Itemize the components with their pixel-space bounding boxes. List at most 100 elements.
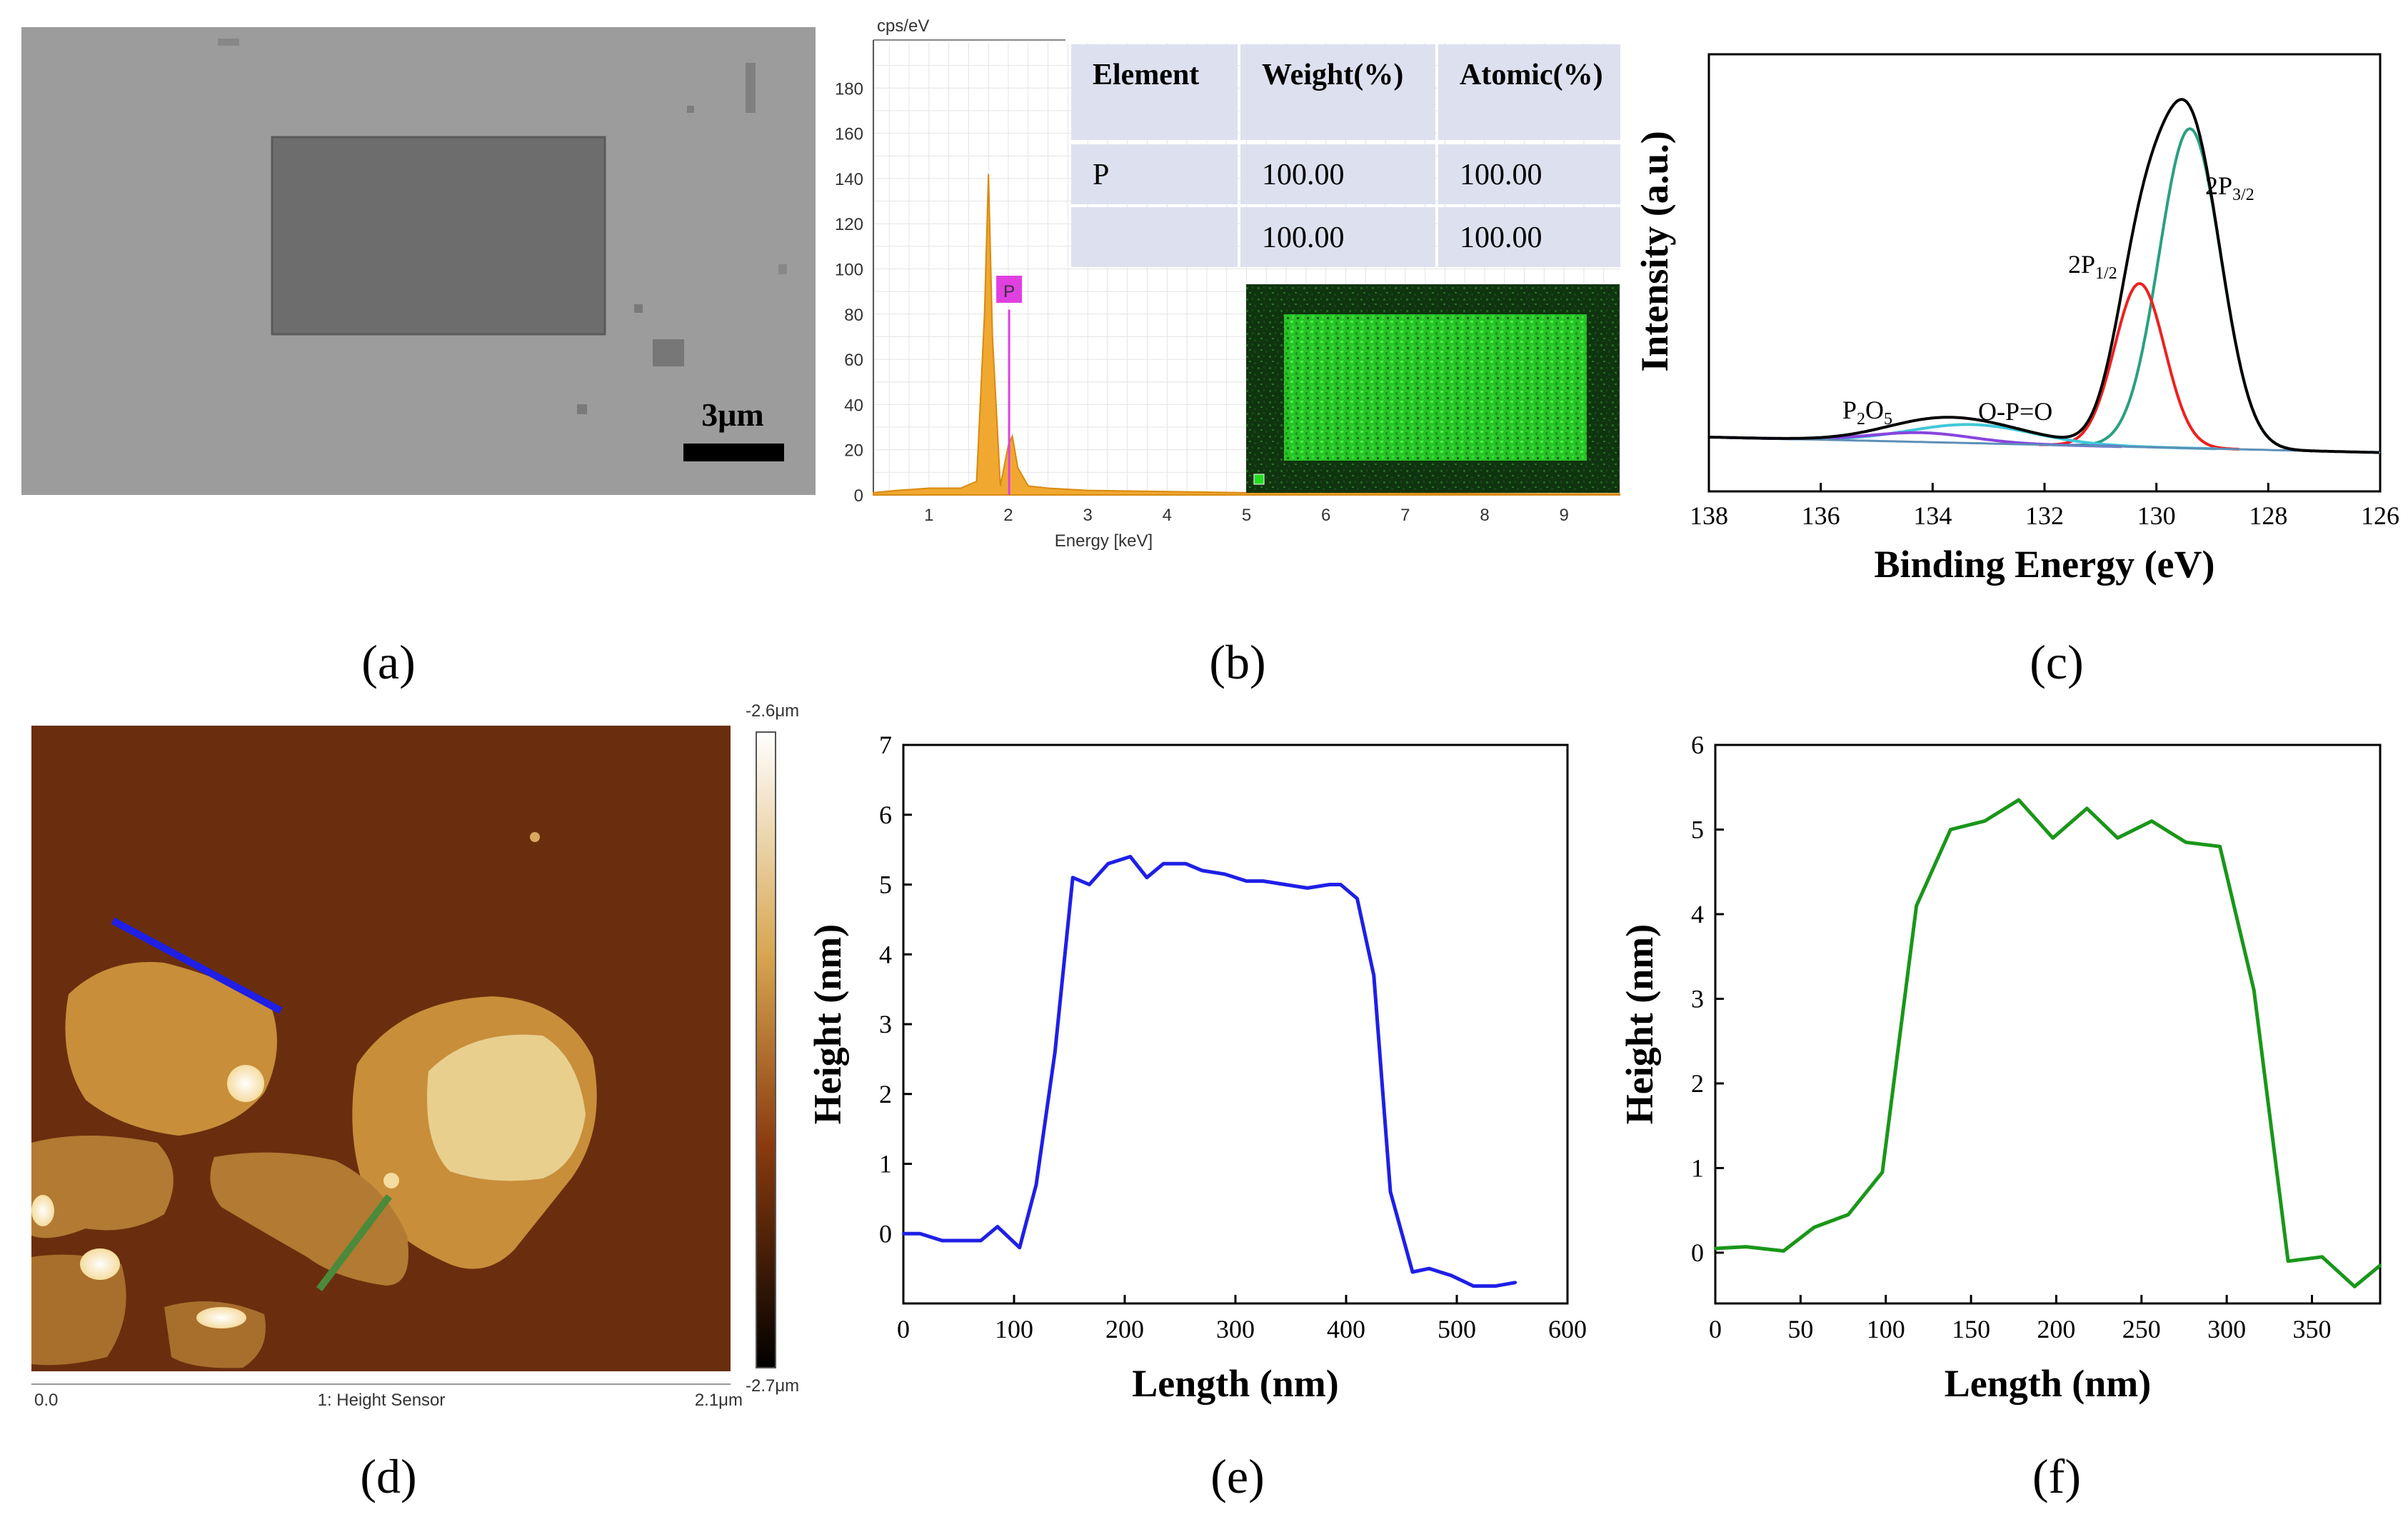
sem-debris xyxy=(218,39,239,46)
plot-frame xyxy=(1714,744,2382,1305)
data-point xyxy=(2051,836,2055,840)
data-point xyxy=(1145,876,1148,879)
panel-e-height-profile: 0 100 200 300 400 500 600 0 1 2 3 4 5 6 7 Length (nm) He… xyxy=(806,731,1587,1405)
data-point xyxy=(1305,886,1309,890)
y-tick-label: 3 xyxy=(879,1010,892,1038)
y-tick-label: 1 xyxy=(879,1150,892,1178)
data-point xyxy=(2150,819,2154,823)
colorbar-min-label: -2.7μm xyxy=(746,1376,799,1396)
series-line xyxy=(903,854,1516,1288)
afm-axis-start: 0.0 xyxy=(34,1391,58,1410)
table-cell xyxy=(1438,44,1620,140)
colorbar-max-label: -2.6μm xyxy=(746,701,799,721)
data-point xyxy=(1450,1273,1453,1277)
x-tick-label: 100 xyxy=(1867,1315,1905,1343)
x-tick-label: 2 xyxy=(1003,506,1013,525)
series-line xyxy=(1715,798,2382,1288)
data-point xyxy=(1812,1226,1816,1229)
data-point xyxy=(2184,841,2187,844)
x-tick-label: 600 xyxy=(1548,1315,1587,1343)
data-point xyxy=(2017,798,2020,802)
data-point xyxy=(1472,1284,1475,1288)
afm-flake-thick xyxy=(427,1034,586,1181)
sem-phosphorene-flake xyxy=(271,136,606,336)
afm-axis-end: 2.1μm xyxy=(695,1391,743,1410)
eds-map-legend-swatch xyxy=(1253,474,1265,485)
peak-label: P xyxy=(1003,282,1015,301)
y-tick-label: 7 xyxy=(879,731,892,759)
x-tick-label: 9 xyxy=(1560,506,1569,525)
table-cell xyxy=(1240,44,1435,140)
envelope-line xyxy=(1709,98,2379,454)
y-tick-label: 100 xyxy=(835,261,863,280)
data-point xyxy=(1200,868,1204,872)
data-point xyxy=(1283,883,1287,886)
data-point xyxy=(1714,1246,1717,1250)
table-cell xyxy=(1438,207,1620,267)
data-point xyxy=(1744,1245,1747,1248)
data-point xyxy=(1411,1271,1414,1274)
spectrum-area xyxy=(873,174,1620,496)
x-tick-label: 150 xyxy=(1952,1315,1990,1343)
x-tick-label: 7 xyxy=(1400,506,1410,525)
panel-label-c: (c) xyxy=(2030,635,2083,689)
data-point xyxy=(2218,845,2222,848)
table-cell xyxy=(1438,144,1620,204)
panel-a-sem-image: 3μm xyxy=(21,27,816,495)
x-tick-label: 132 xyxy=(2025,501,2064,530)
data-point xyxy=(1071,876,1075,879)
y-tick-label: 2 xyxy=(1691,1069,1704,1098)
afm-particle xyxy=(80,1248,120,1280)
data-point xyxy=(1223,872,1226,876)
panel-label-a: (a) xyxy=(361,635,415,689)
data-point xyxy=(940,1239,944,1243)
x-tick-label: 50 xyxy=(1787,1315,1813,1343)
x-tick-label: 200 xyxy=(1105,1315,1144,1343)
table-header: Weight(%) xyxy=(1262,59,1403,91)
afm-profile-line-blue xyxy=(111,917,283,1014)
x-axis-label: Binding Energy (eV) xyxy=(1874,543,2214,586)
afm-particle xyxy=(227,1065,264,1102)
y-tick-label: 0 xyxy=(879,1219,892,1248)
x-tick-label: 136 xyxy=(1802,501,1840,530)
panel-label-f: (f) xyxy=(2032,1449,2081,1503)
data-point xyxy=(2287,1259,2290,1263)
data-point xyxy=(902,1232,905,1236)
eds-map-phosphorus xyxy=(1284,314,1587,461)
y-tick-label: 140 xyxy=(835,170,863,189)
data-point xyxy=(1389,1190,1392,1193)
data-point xyxy=(1880,1171,1884,1174)
peak-label-opo: O-P=O xyxy=(1978,397,2052,426)
data-point xyxy=(918,1232,922,1236)
x-tick-label: 1 xyxy=(924,506,933,525)
plot-frame xyxy=(902,744,1569,1305)
y-tick-label: 4 xyxy=(1691,900,1704,928)
afm-profile-line-green xyxy=(316,1193,392,1292)
x-tick-label: 500 xyxy=(1438,1315,1476,1343)
sem-debris xyxy=(687,106,694,113)
y-tick-label: 2 xyxy=(879,1080,892,1108)
plot-frame xyxy=(1707,53,2382,493)
x-tick-label: 0 xyxy=(1709,1315,1722,1343)
sem-debris xyxy=(778,264,787,274)
panel-c-xps-spectrum: 138 136 134 132 130 128 126 Binding Energy (eV)… xyxy=(1633,53,2399,586)
table-cell xyxy=(1071,44,1238,140)
x-tick-label: 0 xyxy=(897,1315,910,1343)
y-axis-label: Height (nm) xyxy=(806,924,849,1124)
x-tick-label: 300 xyxy=(1216,1315,1255,1343)
data-point xyxy=(1494,1284,1498,1288)
table-cell xyxy=(1240,144,1435,204)
panel-label-d: (d) xyxy=(360,1449,416,1503)
table-header: Atomic(%) xyxy=(1460,59,1603,91)
data-point xyxy=(1847,1213,1850,1216)
x-tick-label: 130 xyxy=(2137,501,2176,530)
component-peak-0 xyxy=(2067,127,2312,453)
y-axis-label: Intensity (a.u.) xyxy=(1633,131,1676,372)
y-tick-label: 5 xyxy=(1691,815,1704,843)
y-tick-label: 5 xyxy=(879,871,892,899)
y-tick-label: 3 xyxy=(1691,984,1704,1013)
table-cell xyxy=(1071,144,1238,204)
panel-d-afm-image: -2.6μm -2.7μm 0.0 2.1μm 1: Height Sensor xyxy=(31,701,799,1410)
afm-flake xyxy=(65,961,277,1136)
